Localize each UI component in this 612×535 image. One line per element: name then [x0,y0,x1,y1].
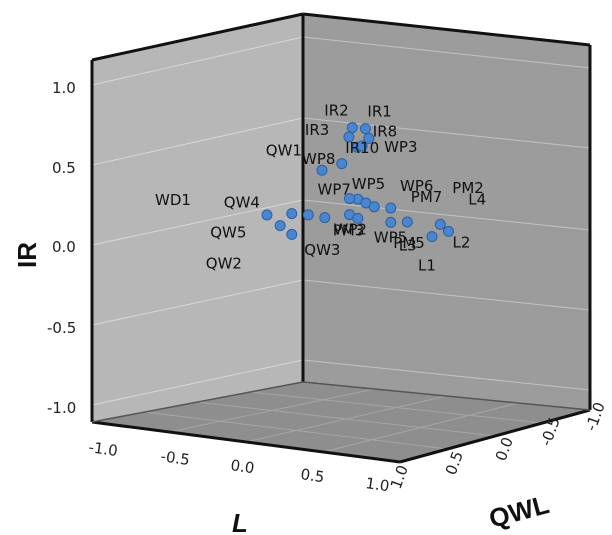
data-point-label: WP5 [374,228,407,246]
data-point-label: QW2 [206,254,242,272]
data-point [443,225,454,237]
back-wall-gridline [302,279,591,311]
data-point-label: L1 [418,257,436,275]
data-points [261,122,454,243]
data-point-label: IR2 [324,102,348,120]
data-point [434,218,446,230]
data-point-label: WP5 [352,175,385,193]
x-tick-label: 0.0 [229,456,255,477]
floor-back-right-edge [302,381,591,411]
y-axis-label: IR [12,242,42,268]
y-axis-ticks: 1.0 0.5 0.0 -0.5 -1.0 [47,79,76,417]
left-wall-gridline [91,359,304,406]
y-tick-label: -0.5 [47,319,76,337]
data-point [385,216,397,228]
left-wall-gridline [91,117,304,166]
left-wall-gridline [91,36,304,86]
x-axis-ticks: -1.0 -0.5 0.0 0.5 1.0 [87,438,390,495]
edge-floor-right [399,408,591,464]
data-point-label: WP3 [384,138,417,156]
data-point-label: IR1 [367,103,391,121]
floor-back-left-edge [91,381,304,423]
left-wall-gridline [91,199,304,246]
gridlines [91,36,591,453]
data-point [401,216,413,228]
z-tick-label: 1.0 [387,463,412,492]
data-point-label: PM5 [393,234,425,252]
z-axis-label: QWL [486,489,552,534]
data-point-label: QW1 [266,142,302,160]
x-tick-label: 0.5 [299,465,325,486]
edge-left-top [91,12,304,62]
z-tick-label: 0.0 [492,435,517,464]
data-point [368,201,380,213]
data-point-label: WP8 [302,150,335,168]
back-wall-gridline [302,359,591,391]
y-tick-label: 1.0 [52,79,76,97]
data-point [319,212,331,224]
y-tick-label: 0.0 [52,238,76,256]
data-point [346,122,358,134]
data-point [363,132,375,144]
x-tick-label: 1.0 [364,474,390,495]
data-point [286,208,298,220]
data-point [261,209,273,221]
data-point-label: WP6 [400,177,433,195]
data-point-label: L2 [453,233,471,251]
x-tick-label: -0.5 [159,447,191,469]
back-wall-gridline [302,36,591,69]
z-tick-label: 0.5 [442,449,467,478]
floor-gridline [197,401,496,437]
data-point [286,228,298,240]
data-point [302,209,314,221]
x-tick-label: -1.0 [87,438,119,460]
data-point-label: IR8 [373,122,397,140]
data-point-label: WD1 [155,191,191,209]
data-point-label: PM2 [452,179,484,197]
data-point [385,202,397,214]
back-wall-gridline [302,199,591,231]
x-axis-label: L [232,508,248,535]
back-wall [303,14,590,410]
data-point [359,123,371,135]
y-tick-label: 0.5 [52,159,76,177]
data-point-label: L4 [468,190,486,208]
data-point-label: WP7 [318,181,351,199]
floor-gridline [250,391,543,424]
data-point [336,158,348,170]
data-point-label: QW4 [224,194,260,212]
data-point [356,140,368,152]
data-point [316,164,328,176]
data-point-label: PM3 [333,222,365,240]
data-point-label: QW3 [304,241,340,259]
data-point [352,212,364,224]
data-point [426,231,438,243]
data-point-label: QW5 [210,224,246,242]
floor-gridline [322,402,519,453]
edge-back-top [302,12,591,47]
edge-floor-left [91,420,401,464]
data-point [343,131,355,143]
y-tick-label: -1.0 [47,399,76,417]
frame-edges [90,12,592,464]
data-point-label: IR3 [305,121,329,139]
data-point-label: IR10 [345,139,379,157]
floor [92,382,590,462]
data-point [274,220,286,232]
data-point-label: L3 [399,236,417,254]
data-point [344,193,355,205]
data-point-label: PM7 [411,188,443,206]
data-point-label: WP2 [334,221,367,239]
left-wall [92,14,303,422]
left-wall-gridline [91,279,304,326]
